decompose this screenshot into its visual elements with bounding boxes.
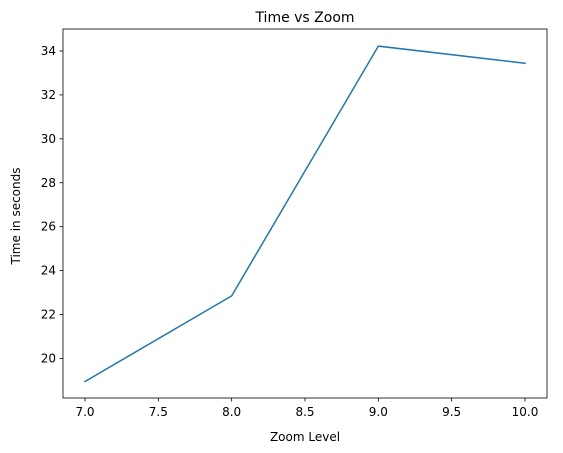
- x-tick-label: 10.0: [512, 405, 539, 419]
- y-axis: 20 22 24 26 28 30 32 34: [41, 44, 63, 365]
- x-tick-label: 8.0: [222, 405, 241, 419]
- x-axis-label: Zoom Level: [270, 430, 340, 444]
- y-tick-label: 32: [41, 88, 56, 102]
- x-tick-label: 7.5: [149, 405, 168, 419]
- y-tick-label: 30: [41, 132, 56, 146]
- x-tick-label: 8.5: [295, 405, 314, 419]
- x-tick-label: 9.5: [442, 405, 461, 419]
- y-axis-label: Time in seconds: [9, 168, 23, 266]
- x-axis: 7.0 7.5 8.0 8.5 9.0 9.5 10.0: [75, 398, 538, 419]
- x-tick-label: 9.0: [369, 405, 388, 419]
- y-tick-label: 20: [41, 351, 56, 365]
- plot-frame: [62, 28, 548, 399]
- plot-area: [62, 28, 548, 399]
- y-tick-label: 22: [41, 308, 56, 322]
- chart-title: Time vs Zoom: [254, 10, 354, 26]
- y-tick-label: 24: [41, 264, 56, 278]
- series-line-0: [83, 45, 526, 383]
- y-tick-label: 26: [41, 220, 56, 234]
- y-tick-label: 34: [41, 44, 56, 58]
- y-tick-label: 28: [41, 176, 56, 190]
- x-tick-label: 7.0: [75, 405, 94, 419]
